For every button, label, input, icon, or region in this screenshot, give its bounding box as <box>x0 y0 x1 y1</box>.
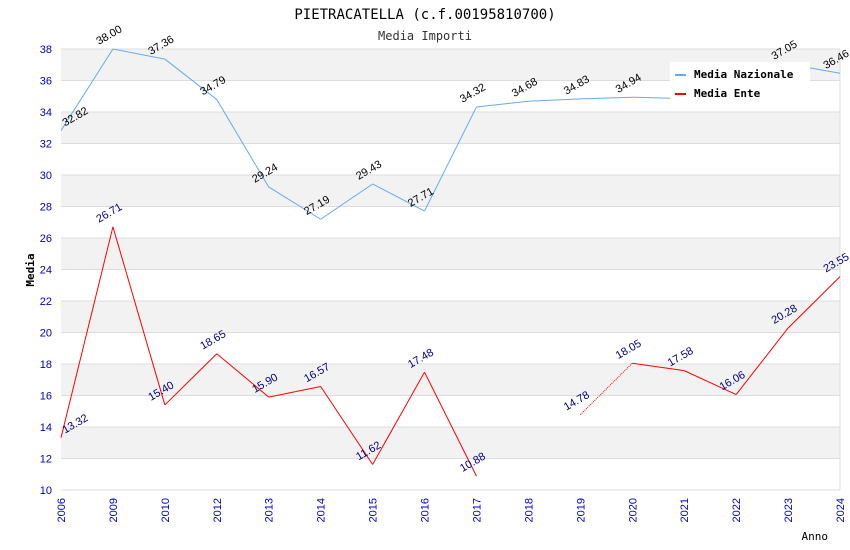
x-tick-label: 2023 <box>783 498 795 522</box>
x-tick-label: 2022 <box>731 498 743 522</box>
y-tick-label: 38 <box>40 44 52 56</box>
y-tick-label: 22 <box>40 296 52 308</box>
series-1-segment <box>632 362 685 372</box>
x-tick-label: 2013 <box>264 498 276 522</box>
y-tick-label: 34 <box>40 107 52 119</box>
series-1-segment <box>60 226 114 438</box>
series-1-segment <box>787 276 841 329</box>
x-tick-label: 2012 <box>212 498 224 522</box>
chart-title: PIETRACATELLA (c.f.00195810700) <box>294 7 555 23</box>
series-0-segment <box>164 58 218 100</box>
y-tick-label: 20 <box>40 328 52 340</box>
grid-band <box>61 175 840 207</box>
series-1-segment <box>735 327 789 395</box>
series-1-segment <box>268 386 321 398</box>
y-tick-label: 18 <box>40 359 52 371</box>
grid-band <box>61 427 840 459</box>
x-tick-label: 2018 <box>523 498 535 522</box>
legend-label-ente: Media Ente <box>694 87 761 100</box>
y-tick-label: 26 <box>40 233 52 245</box>
grid-band <box>61 458 840 490</box>
legend-label-nazionale: Media Nazionale <box>694 68 794 81</box>
x-tick-label: 2006 <box>56 498 68 522</box>
series-1-segment <box>320 386 374 465</box>
y-tick-label: 10 <box>40 485 52 497</box>
x-tick-label: 2021 <box>679 498 691 522</box>
legend-swatch-ente <box>675 93 686 95</box>
x-tick-label: 2024 <box>835 498 847 522</box>
y-tick-label: 32 <box>40 139 52 151</box>
x-tick-label: 2017 <box>471 498 483 522</box>
series-1-segment <box>579 362 633 416</box>
y-tick-label: 30 <box>40 170 52 182</box>
series-0-segment <box>112 48 165 60</box>
y-tick-label: 24 <box>40 265 52 277</box>
series-0-segment <box>372 183 425 212</box>
series-0-segment <box>268 186 321 220</box>
x-tick-label: 2016 <box>420 498 432 522</box>
legend-swatch-nazionale <box>675 74 686 76</box>
grid-band <box>61 238 840 270</box>
x-axis-label: Anno <box>802 530 829 543</box>
series-1-segment <box>112 226 166 406</box>
y-tick-label: 28 <box>40 202 52 214</box>
y-tick-label: 12 <box>40 454 52 466</box>
chart-subtitle: Media Importi <box>378 29 472 43</box>
series-1-segment <box>372 371 425 465</box>
series-0-segment <box>60 48 114 131</box>
series-1-segment <box>216 353 270 398</box>
x-tick-label: 2015 <box>368 498 380 522</box>
series-0-segment <box>528 98 581 102</box>
series-0-segment <box>424 106 477 212</box>
grid-band <box>61 395 840 427</box>
grid-band <box>61 332 840 364</box>
series-0-segment <box>580 96 633 100</box>
series-0-segment <box>216 99 270 188</box>
x-tick-label: 2009 <box>108 498 120 522</box>
series-1-segment <box>424 371 477 477</box>
x-tick-label: 2014 <box>316 498 328 522</box>
data-label: 38.00 <box>94 23 124 47</box>
legend: Media Nazionale Media Ente <box>670 62 810 104</box>
y-tick-label: 14 <box>40 422 52 434</box>
series-0-segment <box>320 183 373 220</box>
series-1-segment <box>164 353 218 406</box>
grid-band <box>61 269 840 301</box>
y-tick-label: 16 <box>40 391 52 403</box>
x-tick-label: 2010 <box>160 498 172 522</box>
grid-band <box>61 301 840 333</box>
series-1-segment <box>683 370 737 396</box>
x-tick-label: 2019 <box>575 498 587 522</box>
y-axis-label: Media <box>24 253 37 286</box>
y-tick-label: 36 <box>40 76 52 88</box>
x-tick-label: 2020 <box>627 498 639 522</box>
grid-band <box>61 112 840 144</box>
grid-band <box>61 206 840 238</box>
series-0-segment <box>476 100 529 108</box>
